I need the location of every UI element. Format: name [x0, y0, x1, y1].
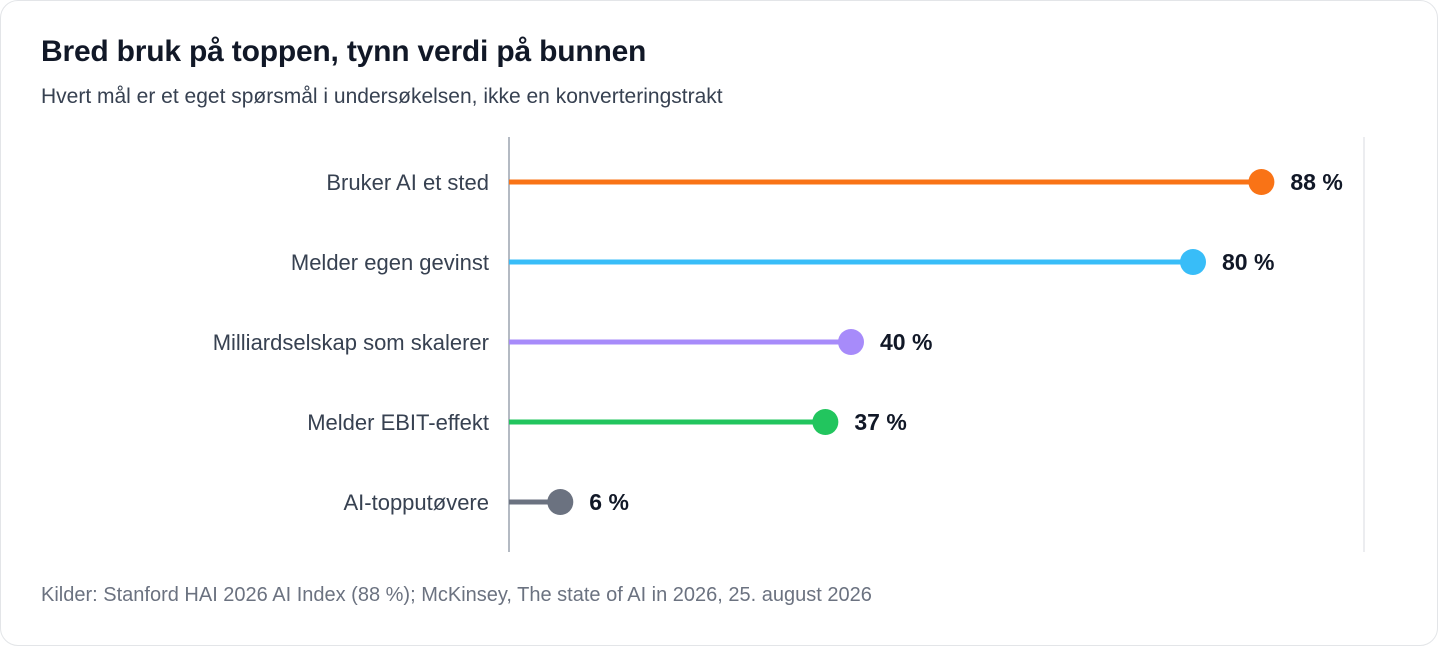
value-label: 88 % [1290, 169, 1342, 195]
chart-title: Bred bruk på toppen, tynn verdi på bunne… [41, 35, 647, 68]
category-label: Melder egen gevinst [291, 250, 489, 275]
lollipop-dot [812, 409, 839, 435]
lollipop-dot [1180, 249, 1206, 275]
value-label: 40 % [880, 329, 932, 355]
lollipop-dot [1248, 169, 1275, 195]
source-note: Kilder: Stanford HAI 2026 AI Index (88 %… [41, 584, 872, 606]
category-label: Milliardselskap som skalerer [213, 330, 489, 355]
category-label: AI-topputøvere [343, 490, 489, 515]
lollipop-dot [547, 489, 574, 515]
chart-marks: Bruker AI et sted 88 % Melder egen gevinst… [213, 169, 1343, 515]
chart-subtitle: Hvert mål er et eget spørsmål i undersøk… [41, 85, 723, 108]
value-label: 37 % [854, 409, 906, 435]
category-label: Bruker AI et sted [326, 170, 489, 195]
category-label: Melder EBIT-effekt [307, 410, 489, 435]
value-label: 80 % [1222, 249, 1274, 275]
lollipop-dot [838, 329, 864, 355]
value-label: 6 % [589, 489, 629, 515]
